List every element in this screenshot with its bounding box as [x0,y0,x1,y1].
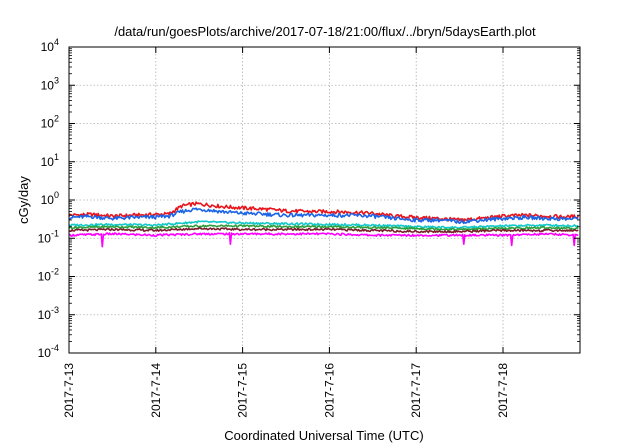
series-layer [68,201,580,248]
series-line [68,207,579,225]
y-tick-label: 103 [41,75,59,92]
y-axis-label: cGy/day [16,176,31,224]
x-tick-label: 2017-7-18 [496,363,510,418]
x-tick-label: 2017-7-17 [409,363,423,418]
x-tick-label: 2017-7-13 [62,363,76,418]
y-tick-label: 10-1 [38,228,59,245]
y-tick-label: 104 [41,37,59,54]
series-line [68,226,579,234]
y-tick-label: 10-3 [38,305,59,322]
grid-layer [69,47,580,353]
y-tick-label: 10-2 [38,267,59,284]
series-line [68,220,579,230]
y-tick-label: 10-4 [38,343,59,360]
x-tick-label: 2017-7-16 [322,363,336,418]
tick-layer: 10-4 10-3 10-2 10-1 100 101 102 103 104 2017-7-13… [38,37,580,418]
series-line [68,224,579,232]
series-line [68,232,579,248]
y-tick-label: 101 [41,152,59,169]
series-line [68,201,580,223]
y-tick-label: 100 [41,190,59,207]
y-tick-label: 102 [41,114,59,131]
x-tick-label: 2017-7-14 [149,363,163,418]
x-tick-label: 2017-7-15 [236,363,250,418]
chart-title: /data/run/goesPlots/archive/2017-07-18/2… [114,24,536,39]
x-axis-label: Coordinated Universal Time (UTC) [224,428,423,443]
